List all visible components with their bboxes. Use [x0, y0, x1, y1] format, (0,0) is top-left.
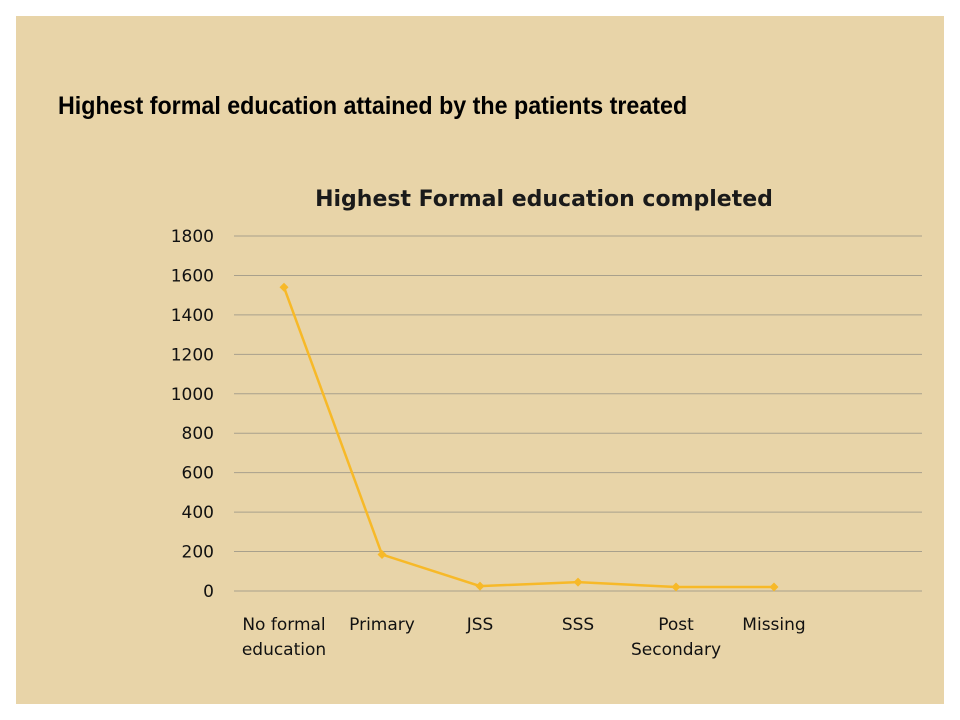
y-tick-label: 1600	[171, 266, 214, 286]
x-axis-category-labels: No formal education Primary JSS SSS Post Secon…	[242, 615, 806, 660]
slide-title: Highest formal education attained by the…	[58, 92, 688, 120]
y-tick-label: 600	[182, 464, 214, 484]
x-category-label: SSS	[562, 615, 594, 635]
series-line	[282, 286, 774, 589]
y-tick-label: 400	[182, 503, 214, 523]
slide: Highest formal education attained by the…	[16, 16, 944, 704]
y-tick-label: 1400	[171, 306, 214, 326]
y-tick-label: 1200	[171, 345, 214, 365]
y-tick-label: 0	[203, 582, 214, 602]
y-tick-label: 1800	[171, 227, 214, 247]
y-tick-label: 200	[182, 543, 214, 563]
x-category-label: Primary	[349, 615, 415, 635]
y-tick-label: 800	[182, 424, 214, 444]
data-point-marker	[573, 577, 583, 587]
data-point-marker	[671, 582, 681, 592]
y-tick-label: 1000	[171, 385, 214, 405]
data-point-marker	[279, 282, 289, 292]
gridlines	[234, 235, 922, 592]
data-point-marker	[377, 550, 387, 560]
data-point-marker	[475, 581, 485, 591]
x-category-label: Secondary	[631, 640, 721, 660]
chart-title: Highest Formal education completed	[315, 187, 773, 212]
x-category-label: No formal	[242, 615, 325, 635]
line-chart: Highest Formal education completed 0 200 4…	[171, 187, 922, 660]
x-category-label: Missing	[742, 615, 805, 635]
y-axis-tick-labels: 0 200 400 600 800 1000 1200 1400 1600 1800	[171, 227, 214, 602]
series-layer	[279, 282, 779, 592]
x-category-label: education	[242, 640, 326, 660]
x-category-label: Post	[658, 615, 694, 635]
data-point-marker	[769, 582, 779, 592]
x-category-label: JSS	[466, 615, 494, 635]
